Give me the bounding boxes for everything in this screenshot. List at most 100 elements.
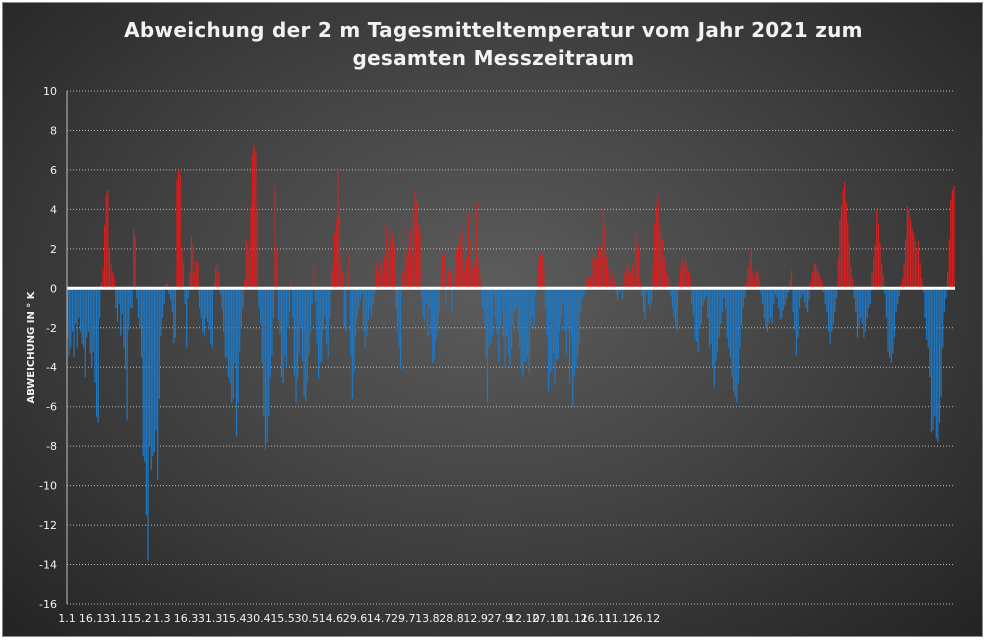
- bar: [741, 288, 743, 326]
- bar: [99, 288, 101, 318]
- chart-title-line-2: gesamten Messzeitraum: [352, 46, 635, 70]
- bar: [718, 288, 720, 338]
- bar: [576, 288, 579, 358]
- bar: [638, 246, 640, 289]
- bar: [676, 288, 678, 332]
- bar: [549, 288, 551, 374]
- bar: [129, 288, 131, 309]
- bar: [268, 288, 270, 417]
- bar: [428, 288, 431, 309]
- bar: [329, 288, 331, 318]
- bar: [901, 278, 904, 289]
- bar: [774, 288, 777, 295]
- bar: [792, 288, 794, 312]
- bar: [794, 288, 796, 330]
- bar: [622, 288, 624, 299]
- bar: [263, 288, 265, 417]
- bar: [950, 199, 952, 289]
- bar: [464, 270, 466, 289]
- bar: [921, 278, 923, 289]
- bar: [326, 288, 328, 344]
- bar: [710, 288, 712, 344]
- bar: [930, 288, 933, 433]
- bar: [671, 288, 674, 309]
- bar: [314, 288, 316, 303]
- bar: [235, 288, 238, 437]
- bar: [266, 288, 268, 443]
- bar: [478, 268, 481, 289]
- bar: [551, 288, 553, 372]
- bar: [708, 288, 711, 348]
- bar: [440, 284, 442, 289]
- bar: [872, 258, 875, 289]
- bar: [92, 288, 94, 352]
- bar: [687, 270, 690, 289]
- bar: [321, 288, 323, 362]
- bar: [445, 288, 447, 305]
- bar: [289, 288, 291, 312]
- bar: [633, 278, 635, 289]
- bar: [363, 288, 365, 332]
- bar: [554, 288, 556, 385]
- bar: [113, 278, 115, 289]
- bar: [169, 288, 172, 301]
- bar: [753, 278, 756, 289]
- bar: [305, 288, 307, 401]
- bar: [647, 288, 649, 305]
- bar: [802, 288, 804, 295]
- bar: [354, 288, 357, 336]
- bar: [699, 288, 701, 328]
- y-tick-label: -8: [46, 440, 57, 453]
- bar: [874, 244, 876, 289]
- bar: [89, 288, 91, 354]
- bar: [716, 288, 719, 352]
- bar: [316, 288, 318, 344]
- bar: [301, 288, 304, 362]
- bar: [218, 272, 220, 289]
- bar: [70, 288, 72, 348]
- bar: [206, 288, 209, 322]
- bar: [712, 288, 714, 368]
- bar: [313, 264, 315, 289]
- bar: [432, 288, 434, 364]
- bar: [789, 280, 791, 289]
- bar: [932, 288, 934, 431]
- bar: [945, 288, 947, 299]
- bar: [586, 276, 588, 289]
- bar: [646, 288, 648, 293]
- bar: [284, 288, 286, 356]
- bar: [908, 209, 910, 289]
- bar: [171, 288, 173, 312]
- bar: [219, 288, 222, 295]
- bar: [858, 288, 860, 328]
- bar: [889, 288, 891, 358]
- bar: [747, 266, 749, 289]
- bar: [581, 288, 583, 299]
- bar: [827, 288, 830, 332]
- bar: [639, 282, 641, 289]
- bar: [686, 264, 688, 289]
- bar: [134, 235, 136, 289]
- bar: [694, 288, 696, 340]
- bar: [261, 288, 263, 364]
- x-tick-label: 14.7: [367, 612, 392, 625]
- bar: [330, 272, 333, 289]
- bar: [438, 288, 440, 314]
- bar: [821, 282, 823, 289]
- bar: [728, 288, 730, 348]
- bar: [914, 240, 916, 289]
- bar: [811, 272, 814, 289]
- chart-title-line-1: Abweichung der 2 m Tagesmitteltemperatur…: [124, 18, 863, 42]
- bar: [367, 288, 370, 320]
- bar: [147, 288, 149, 561]
- y-tick-label: 8: [50, 124, 57, 137]
- bar: [512, 288, 514, 328]
- bar: [174, 288, 176, 338]
- bar: [946, 272, 949, 289]
- bar: [361, 288, 363, 295]
- bar: [736, 288, 738, 403]
- bar: [905, 238, 907, 289]
- bar: [335, 219, 337, 289]
- bar: [660, 235, 662, 289]
- bar: [876, 209, 878, 289]
